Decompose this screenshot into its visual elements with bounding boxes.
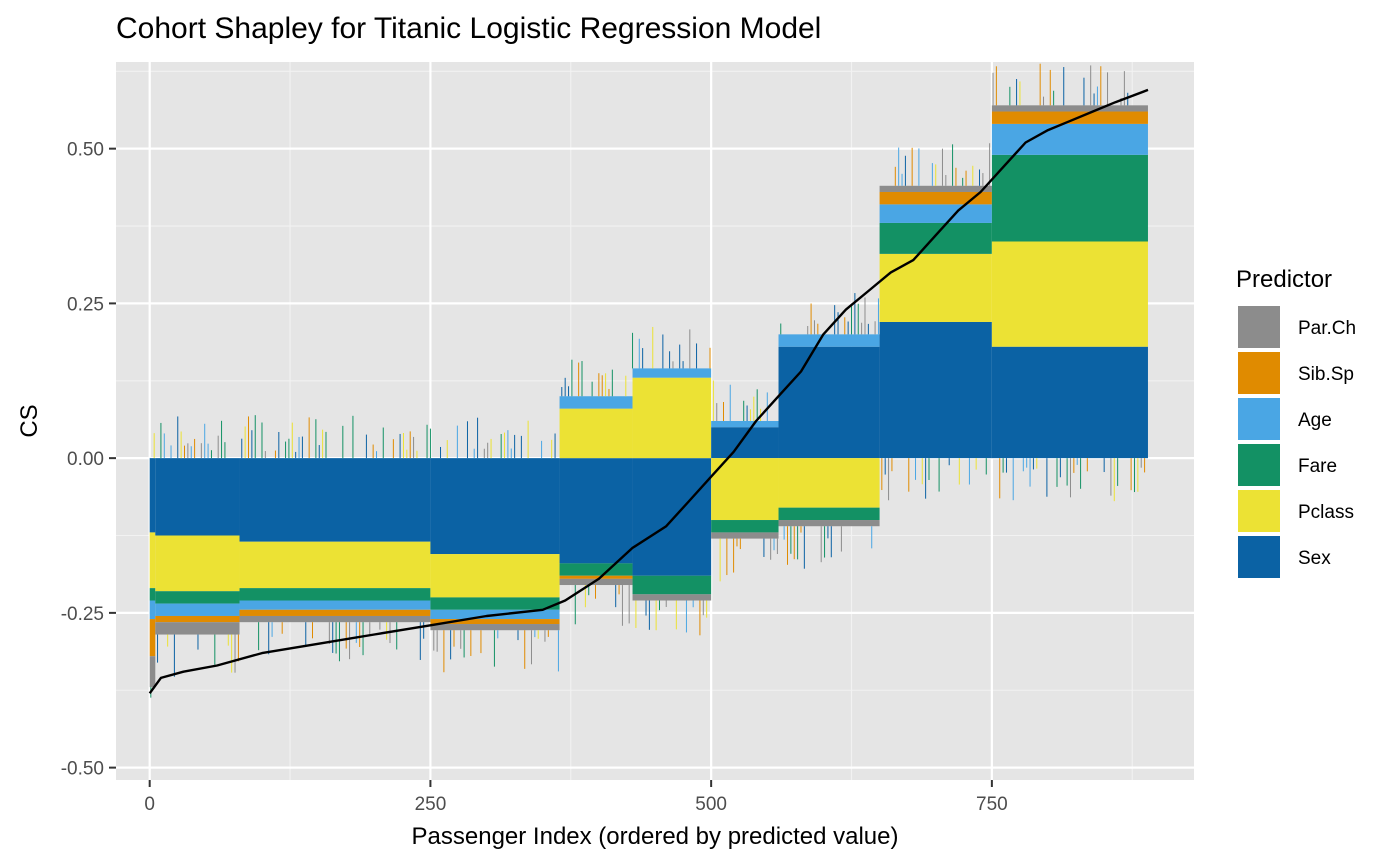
- bar-segment-sex: [778, 346, 880, 459]
- bar-segment-pclass: [430, 554, 560, 598]
- bar-segment-age: [559, 396, 633, 409]
- bar-segment-fare: [711, 520, 779, 533]
- bar-segment-sib-sp: [879, 191, 992, 205]
- y-axis: -0.50 -0.25 0.00 0.25 0.50: [61, 140, 116, 780]
- bar-segment-age: [991, 123, 1148, 155]
- stacked-bars: [149, 105, 1148, 688]
- bar-spikes: [150, 63, 1146, 698]
- bar-segment-par-ch: [239, 615, 431, 623]
- y-tick-label: -0.50: [61, 759, 104, 780]
- bar-segment-sex: [149, 458, 156, 533]
- x-tick-label: 500: [695, 794, 727, 815]
- bar-segment-age: [239, 600, 431, 610]
- bar-segment-sex: [559, 458, 633, 564]
- bar-segment-age: [632, 368, 712, 378]
- legend-swatch-sex: [1238, 536, 1280, 578]
- x-tick-label: 0: [144, 794, 155, 815]
- predicted-value-line: [148, 88, 1149, 695]
- bar-segment-pclass: [239, 541, 431, 589]
- legend-label: Par.Ch: [1298, 318, 1356, 339]
- bar-segment-sex: [155, 458, 240, 536]
- bar-segment-age: [149, 600, 156, 620]
- bar-segment-pclass: [149, 532, 156, 589]
- bar-segment-sex: [991, 346, 1148, 459]
- bar-segment-sex: [711, 427, 779, 459]
- bar-segment-sib-sp: [430, 619, 560, 625]
- y-tick-label: 0.25: [67, 294, 104, 315]
- bar-segment-par-ch: [155, 622, 240, 635]
- bar-segment-sex: [239, 458, 431, 542]
- legend-swatch-par-ch: [1238, 306, 1280, 348]
- bar-segment-pclass: [155, 535, 240, 592]
- bar-segment-par-ch: [879, 185, 992, 192]
- legend-title: Predictor: [1236, 266, 1332, 293]
- bar-segment-age: [155, 603, 240, 616]
- bar-segment-fare: [778, 507, 880, 521]
- bar-segment-par-ch: [430, 624, 560, 631]
- legend-label: Sib.Sp: [1298, 364, 1354, 385]
- bar-segment-fare: [430, 597, 560, 610]
- y-tick-label: -0.25: [61, 604, 104, 625]
- bar-segment-sib-sp: [149, 619, 156, 657]
- legend-label: Age: [1298, 410, 1332, 431]
- chart-title: Cohort Shapley for Titanic Logistic Regr…: [116, 12, 821, 45]
- bar-segment-sex: [632, 458, 712, 576]
- bar-segment-pclass: [559, 408, 633, 459]
- bar-segment-par-ch: [778, 520, 880, 527]
- y-tick-label: 0.50: [67, 140, 104, 161]
- bar-segment-par-ch: [991, 105, 1148, 112]
- bar-segment-fare: [559, 563, 633, 576]
- bar-segment-fare: [239, 588, 431, 601]
- bar-segment-sex: [879, 321, 992, 459]
- legend: Predictor Par.Ch Sib.Sp Age Fare Pclass Sex: [1236, 266, 1356, 578]
- bar-segment-pclass: [879, 253, 992, 322]
- x-axis-label: Passenger Index (ordered by predicted va…: [412, 823, 899, 850]
- bar-segment-age: [711, 421, 779, 428]
- bar-segment-pclass: [632, 377, 712, 459]
- legend-swatch-sib-sp: [1238, 352, 1280, 394]
- bar-segment-pclass: [711, 458, 779, 521]
- bar-segment-sib-sp: [991, 111, 1148, 124]
- x-tick-label: 250: [415, 794, 447, 815]
- y-axis-label: CS: [16, 404, 43, 437]
- legend-swatch-pclass: [1238, 490, 1280, 532]
- bar-segment-sib-sp: [239, 609, 431, 616]
- bar-segment-sib-sp: [559, 575, 633, 579]
- x-axis: 0 250 500 750: [144, 780, 1008, 815]
- x-tick-label: 750: [976, 794, 1008, 815]
- legend-label: Fare: [1298, 456, 1337, 477]
- bar-segment-par-ch: [711, 532, 779, 539]
- legend-label: Sex: [1298, 548, 1331, 569]
- bar-segment-pclass: [778, 458, 880, 508]
- bar-segment-age: [879, 204, 992, 223]
- bar-segment-sex: [430, 458, 560, 555]
- bar-segment-fare: [149, 588, 156, 601]
- bar-segment-fare: [632, 575, 712, 595]
- bar-segment-age: [778, 334, 880, 347]
- bar-segment-fare: [991, 154, 1148, 242]
- bar-segment-fare: [879, 222, 992, 254]
- bar-segment-fare: [155, 591, 240, 604]
- bar-segment-par-ch: [632, 594, 712, 601]
- bar-segment-pclass: [991, 241, 1148, 347]
- bar-segment-par-ch: [149, 656, 156, 688]
- bar-segment-sib-sp: [155, 615, 240, 623]
- legend-label: Pclass: [1298, 502, 1354, 523]
- legend-swatch-age: [1238, 398, 1280, 440]
- y-tick-label: 0.00: [67, 449, 104, 470]
- legend-swatch-fare: [1238, 444, 1280, 486]
